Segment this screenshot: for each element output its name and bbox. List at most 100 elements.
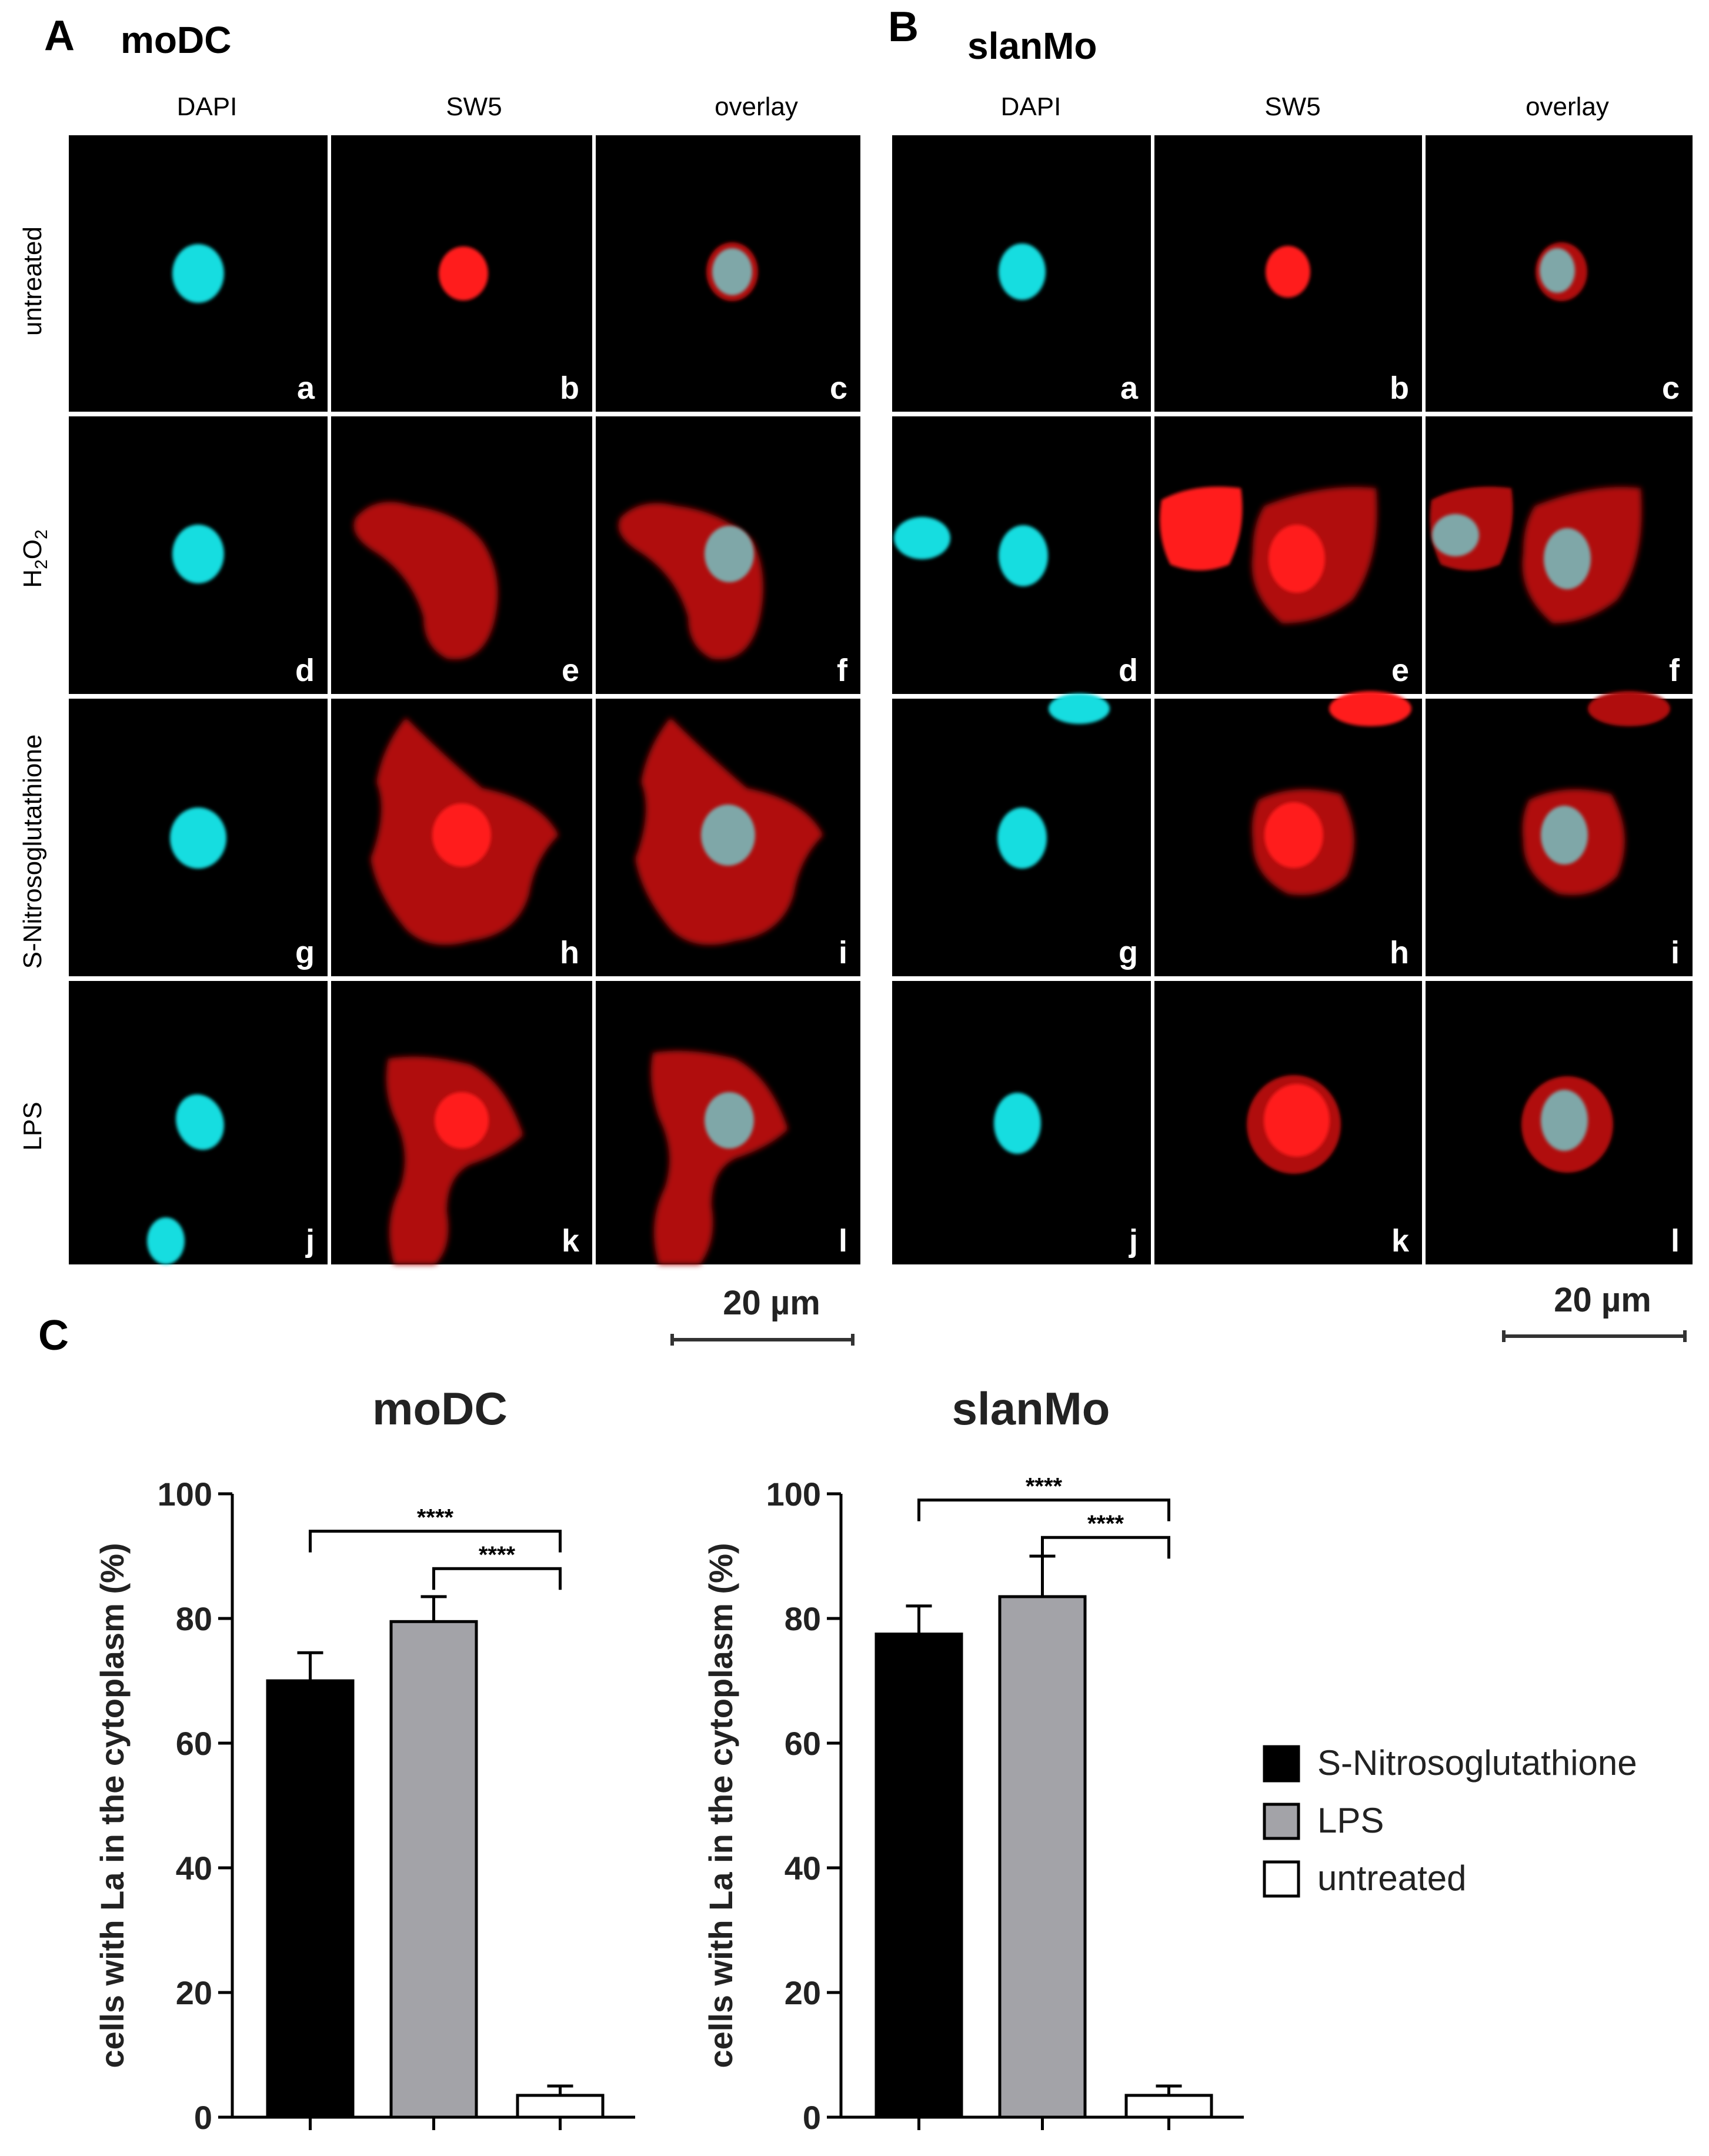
- micrograph-tiles: [69, 135, 1693, 1264]
- significance-label-1-1: ****: [1087, 1511, 1124, 1537]
- tile-letter-a-e: e: [562, 653, 579, 688]
- chart-title-0: moDC: [372, 1383, 508, 1434]
- cell-a-b-cell: [439, 246, 488, 301]
- tile-letter-a-c: c: [830, 371, 847, 406]
- row-label-lps: LPS: [18, 1102, 47, 1150]
- chart-modc: moDC cells with La in the cytoplasm (%) 0 2…: [94, 1383, 635, 2136]
- tile-letter-a-a: a: [297, 371, 315, 406]
- chart-slanmo: slanMo cells with La in the cytoplasm (%)…: [702, 1383, 1244, 2136]
- row-label-s-nitrosoglutathione: S-Nitrosoglutathione: [18, 735, 47, 969]
- cell-a-j-nucleus-2: [147, 1217, 185, 1264]
- bar-1-0: [874, 1633, 963, 2119]
- y-tick-label-1-0: 0: [803, 2099, 821, 2136]
- cell-b-h-nucleus: [1264, 802, 1323, 868]
- bar-1-2: [1124, 2094, 1213, 2119]
- cell-b-h-cell-1: [1329, 691, 1411, 726]
- panel-letter-a: A: [44, 12, 75, 59]
- tile-letter-a-l: l: [839, 1223, 847, 1259]
- cell-b-e-nucleus: [1269, 525, 1325, 593]
- column-header-sw5-a: SW5: [446, 92, 502, 121]
- chart-title-1: slanMo: [952, 1383, 1110, 1434]
- significance-bracket-0-0: [309, 1530, 562, 1553]
- column-header-overlay-b: overlay: [1526, 92, 1609, 121]
- h2o2-sub2: 2: [32, 529, 51, 539]
- panel-title-b: slanMo: [967, 25, 1097, 67]
- tile-letter-a-k: k: [562, 1223, 580, 1259]
- significance-bracket-0-1: [432, 1567, 562, 1590]
- cell-b-g-nucleus-2: [997, 807, 1047, 869]
- cell-a-i-nucleus: [701, 805, 755, 866]
- y-tick-label-1-4: 80: [785, 1600, 821, 1637]
- tile-letter-b-j: j: [1129, 1223, 1138, 1259]
- row-label-h2o2: H2O2: [18, 529, 51, 588]
- cell-b-j-nucleus: [994, 1093, 1041, 1154]
- scale-bar-a: 20 µm: [670, 1284, 854, 1346]
- legend-label-0: S-Nitrosoglutathione: [1317, 1743, 1637, 1783]
- cell-b-g-nucleus-1: [1049, 693, 1110, 724]
- scale-bar-b: 20 µm: [1502, 1281, 1687, 1342]
- chart-ylabel-0: cells with La in the cytoplasm (%): [94, 1543, 131, 2068]
- micrograph-cells: [147, 242, 1670, 1264]
- significance-label-1-0: ****: [1026, 1474, 1063, 1500]
- column-header-dapi-a: DAPI: [177, 92, 238, 121]
- legend-swatch-0: [1263, 1745, 1300, 1783]
- panel-letter-b: B: [888, 4, 919, 51]
- legend-swatch-2: [1263, 1860, 1300, 1898]
- cell-a-c-nucleus: [712, 248, 752, 295]
- significance-bracket-1-1: [1041, 1536, 1170, 1559]
- tile-letter-b-d: d: [1119, 653, 1138, 688]
- significance-label-0-0: ****: [417, 1505, 454, 1531]
- bar-0-1: [389, 1620, 478, 2119]
- scale-bar-a-label: 20 µm: [723, 1284, 820, 1322]
- y-tick-label-0-5: 100: [158, 1476, 212, 1513]
- column-header-overlay-a: overlay: [715, 92, 798, 121]
- cell-a-d-nucleus: [172, 525, 224, 583]
- y-tick-label-0-4: 80: [176, 1600, 212, 1637]
- tile-letter-a-g: g: [295, 935, 315, 970]
- tile-letter-a-f: f: [837, 653, 848, 688]
- scale-bar-b-label: 20 µm: [1554, 1281, 1651, 1319]
- cell-b-b-cell: [1266, 246, 1310, 298]
- cell-a-g-nucleus: [170, 807, 226, 869]
- bar-0-2: [516, 2094, 605, 2119]
- cell-a-k-cell: [386, 1056, 523, 1264]
- cell-a-k-nucleus: [435, 1092, 489, 1149]
- cell-b-k-nucleus: [1264, 1084, 1330, 1157]
- bar-1-1: [998, 1595, 1087, 2119]
- tile-letter-b-b: b: [1390, 371, 1409, 406]
- cell-b-f-nucleus-2: [1544, 528, 1591, 589]
- tile-letter-a-b: b: [560, 371, 579, 406]
- tile-letter-b-a: a: [1120, 371, 1139, 406]
- cell-a-e-cell: [353, 502, 498, 660]
- y-tick-label-0-1: 20: [176, 1974, 212, 2011]
- cell-b-a-nucleus: [999, 243, 1046, 300]
- panel-letter-c: C: [38, 1312, 69, 1359]
- cell-b-e-cell-1: [1160, 486, 1243, 570]
- column-header-sw5-b: SW5: [1264, 92, 1320, 121]
- cell-a-h-nucleus: [432, 803, 491, 867]
- tile-letter-b-l: l: [1671, 1223, 1680, 1259]
- cell-b-d-nucleus-1: [894, 517, 950, 559]
- cell-a-f-nucleus: [705, 526, 754, 582]
- tile-letter-a-d: d: [295, 653, 315, 688]
- y-tick-label-1-2: 40: [785, 1850, 821, 1887]
- cell-b-i-cell-1: [1588, 691, 1670, 726]
- h2o2-o: O: [18, 539, 47, 559]
- tile-letters: a b c d e f g h i j k l a b c d e f g h i j k l: [295, 371, 1680, 1259]
- h2o2-sub1: 2: [32, 559, 51, 569]
- tile-letter-b-g: g: [1119, 935, 1138, 970]
- cell-b-d-nucleus-2: [999, 525, 1048, 586]
- cell-b-i-nucleus: [1541, 806, 1588, 865]
- scale-bar-b-line: [1502, 1330, 1687, 1342]
- legend-swatch-1: [1263, 1803, 1300, 1840]
- tile-letter-a-i: i: [839, 935, 847, 970]
- tile-letter-b-k: k: [1391, 1223, 1410, 1259]
- tile-letter-a-h: h: [560, 935, 579, 970]
- significance-bracket-1-0: [917, 1498, 1170, 1521]
- y-tick-label-1-5: 100: [766, 1476, 821, 1513]
- panel-title-a: moDC: [121, 19, 231, 61]
- significance-label-0-1: ****: [479, 1542, 516, 1568]
- legend-label-1: LPS: [1317, 1801, 1384, 1840]
- column-header-dapi-b: DAPI: [1001, 92, 1062, 121]
- tile-letter-a-j: j: [305, 1223, 315, 1259]
